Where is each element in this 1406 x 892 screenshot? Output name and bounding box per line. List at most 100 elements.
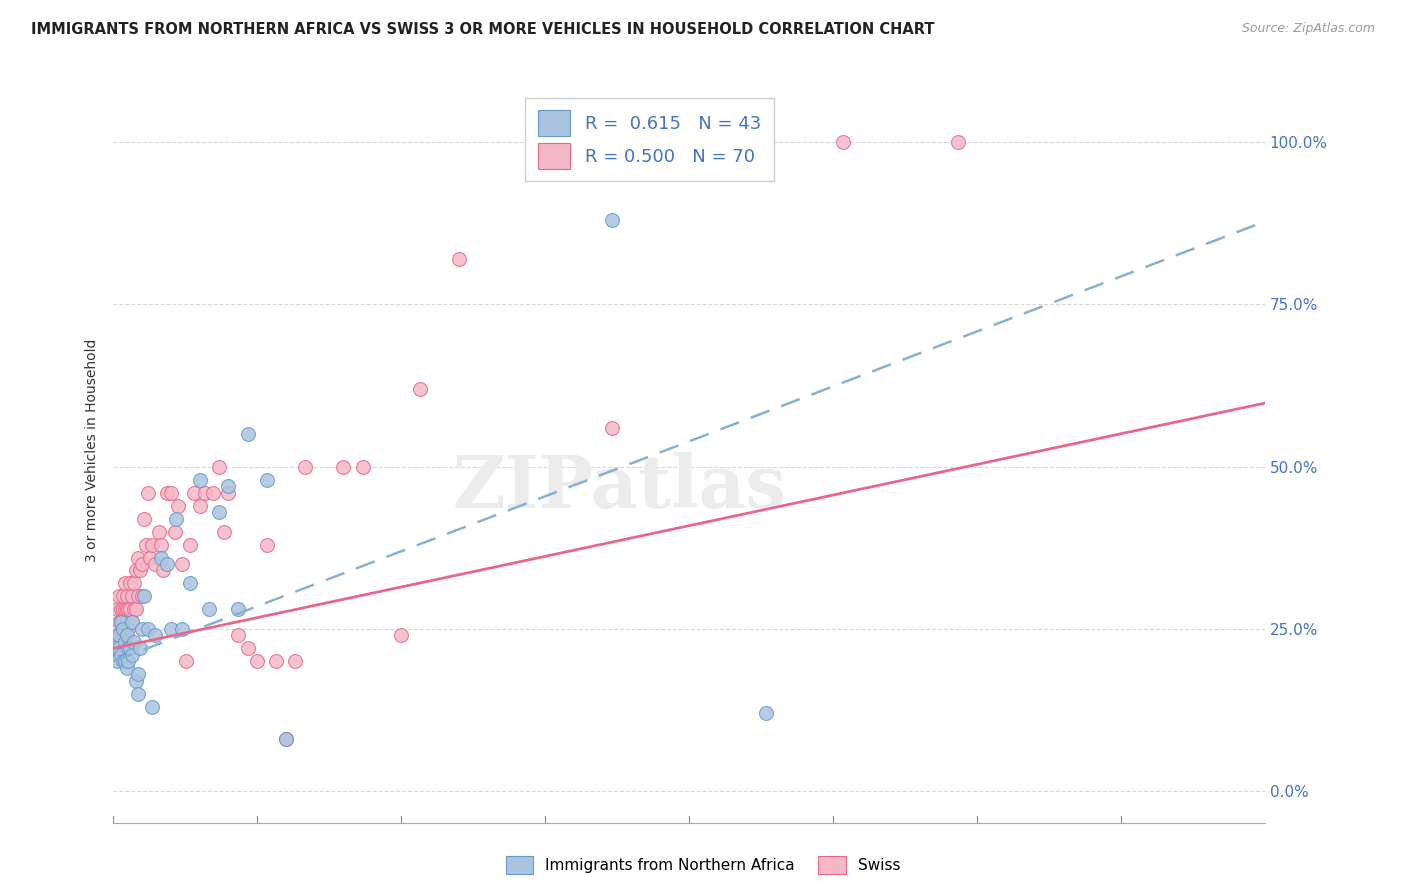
Point	[114, 635, 136, 649]
Point	[409, 382, 432, 396]
Point	[167, 499, 190, 513]
Point	[122, 602, 145, 616]
Point	[111, 622, 134, 636]
Point	[284, 654, 307, 668]
Point	[236, 427, 259, 442]
Point	[121, 615, 143, 630]
Point	[274, 732, 297, 747]
Point	[132, 590, 155, 604]
Point	[115, 590, 138, 604]
Point	[174, 654, 197, 668]
Point	[135, 537, 157, 551]
Point	[831, 136, 853, 150]
Point	[214, 524, 236, 539]
Legend: R =  0.615   N = 43, R = 0.500   N = 70: R = 0.615 N = 43, R = 0.500 N = 70	[526, 97, 773, 181]
Point	[121, 615, 143, 630]
Point	[148, 524, 170, 539]
Point	[946, 136, 969, 150]
Point	[117, 654, 139, 668]
Point	[108, 641, 131, 656]
Point	[110, 648, 132, 662]
Point	[111, 628, 134, 642]
Point	[156, 485, 179, 500]
Point	[172, 622, 194, 636]
Point	[156, 557, 179, 571]
Point	[141, 537, 163, 551]
Point	[217, 485, 239, 500]
Point	[125, 564, 148, 578]
Point	[131, 590, 153, 604]
Point	[208, 505, 231, 519]
Point	[114, 654, 136, 668]
Point	[208, 459, 231, 474]
Point	[111, 654, 134, 668]
Point	[152, 564, 174, 578]
Point	[159, 485, 181, 500]
Point	[172, 557, 194, 571]
Point	[114, 602, 136, 616]
Point	[122, 635, 145, 649]
Y-axis label: 3 or more Vehicles in Household: 3 or more Vehicles in Household	[86, 339, 100, 562]
Point	[132, 511, 155, 525]
Point	[129, 564, 152, 578]
Point	[389, 628, 412, 642]
Point	[163, 524, 186, 539]
Text: IMMIGRANTS FROM NORTHERN AFRICA VS SWISS 3 OR MORE VEHICLES IN HOUSEHOLD CORRELA: IMMIGRANTS FROM NORTHERN AFRICA VS SWISS…	[31, 22, 935, 37]
Point	[217, 479, 239, 493]
Point	[266, 654, 288, 668]
Point	[236, 641, 259, 656]
Point	[108, 628, 131, 642]
Point	[600, 421, 623, 435]
Point	[121, 590, 143, 604]
Point	[131, 622, 153, 636]
Point	[120, 576, 142, 591]
Point	[256, 537, 278, 551]
Point	[108, 615, 131, 630]
Point	[201, 485, 224, 500]
Point	[447, 252, 470, 266]
Point	[600, 213, 623, 227]
Point	[256, 473, 278, 487]
Point	[332, 459, 354, 474]
Point	[166, 511, 188, 525]
Point	[274, 732, 297, 747]
Point	[108, 590, 131, 604]
Point	[136, 485, 159, 500]
Point	[194, 485, 217, 500]
Point	[110, 615, 132, 630]
Point	[294, 459, 316, 474]
Point	[104, 641, 127, 656]
Point	[127, 590, 149, 604]
Point	[179, 576, 201, 591]
Point	[226, 628, 249, 642]
Point	[120, 641, 142, 656]
Point	[115, 661, 138, 675]
Point	[136, 622, 159, 636]
Legend: Immigrants from Northern Africa, Swiss: Immigrants from Northern Africa, Swiss	[499, 850, 907, 880]
Point	[105, 654, 128, 668]
Point	[129, 641, 152, 656]
Point	[141, 699, 163, 714]
Point	[115, 602, 138, 616]
Point	[524, 136, 547, 150]
Point	[117, 622, 139, 636]
Point	[110, 615, 132, 630]
Point	[117, 641, 139, 656]
Point	[198, 602, 221, 616]
Point	[111, 602, 134, 616]
Point	[114, 628, 136, 642]
Point	[127, 687, 149, 701]
Point	[179, 537, 201, 551]
Point	[188, 499, 211, 513]
Point	[138, 550, 160, 565]
Point	[131, 557, 153, 571]
Point	[121, 648, 143, 662]
Point	[183, 485, 205, 500]
Point	[188, 473, 211, 487]
Point	[159, 622, 181, 636]
Point	[125, 602, 148, 616]
Point	[145, 628, 167, 642]
Point	[104, 641, 127, 656]
Point	[226, 602, 249, 616]
Point	[115, 628, 138, 642]
